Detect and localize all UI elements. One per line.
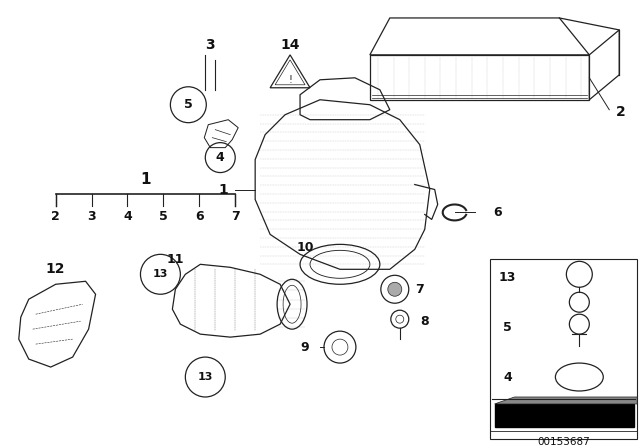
Text: 5: 5 <box>503 321 512 334</box>
Text: 1: 1 <box>140 172 150 187</box>
Circle shape <box>388 282 402 296</box>
Text: 11: 11 <box>166 253 184 266</box>
Text: !: ! <box>288 75 292 85</box>
Text: 7: 7 <box>415 283 424 296</box>
Text: 4: 4 <box>123 210 132 223</box>
Text: 6: 6 <box>195 210 204 223</box>
Text: 8: 8 <box>420 314 429 327</box>
Text: 5: 5 <box>184 98 193 111</box>
Text: 7: 7 <box>231 210 239 223</box>
Text: 2: 2 <box>51 210 60 223</box>
Text: 2: 2 <box>616 105 626 119</box>
Text: 3: 3 <box>87 210 96 223</box>
Text: 13: 13 <box>499 271 516 284</box>
Text: 14: 14 <box>280 38 300 52</box>
Text: 12: 12 <box>46 263 65 276</box>
Text: 10: 10 <box>296 241 314 254</box>
Text: 4: 4 <box>216 151 225 164</box>
Text: 6: 6 <box>493 206 502 219</box>
Text: 13: 13 <box>198 372 213 382</box>
Text: 00153687: 00153687 <box>537 437 589 447</box>
Polygon shape <box>495 404 634 427</box>
Text: 1: 1 <box>218 182 228 197</box>
Text: 4: 4 <box>503 370 512 383</box>
Text: 13: 13 <box>153 269 168 279</box>
Polygon shape <box>495 397 637 404</box>
Text: 5: 5 <box>159 210 168 223</box>
Text: 3: 3 <box>205 38 215 52</box>
Text: 9: 9 <box>301 340 309 353</box>
